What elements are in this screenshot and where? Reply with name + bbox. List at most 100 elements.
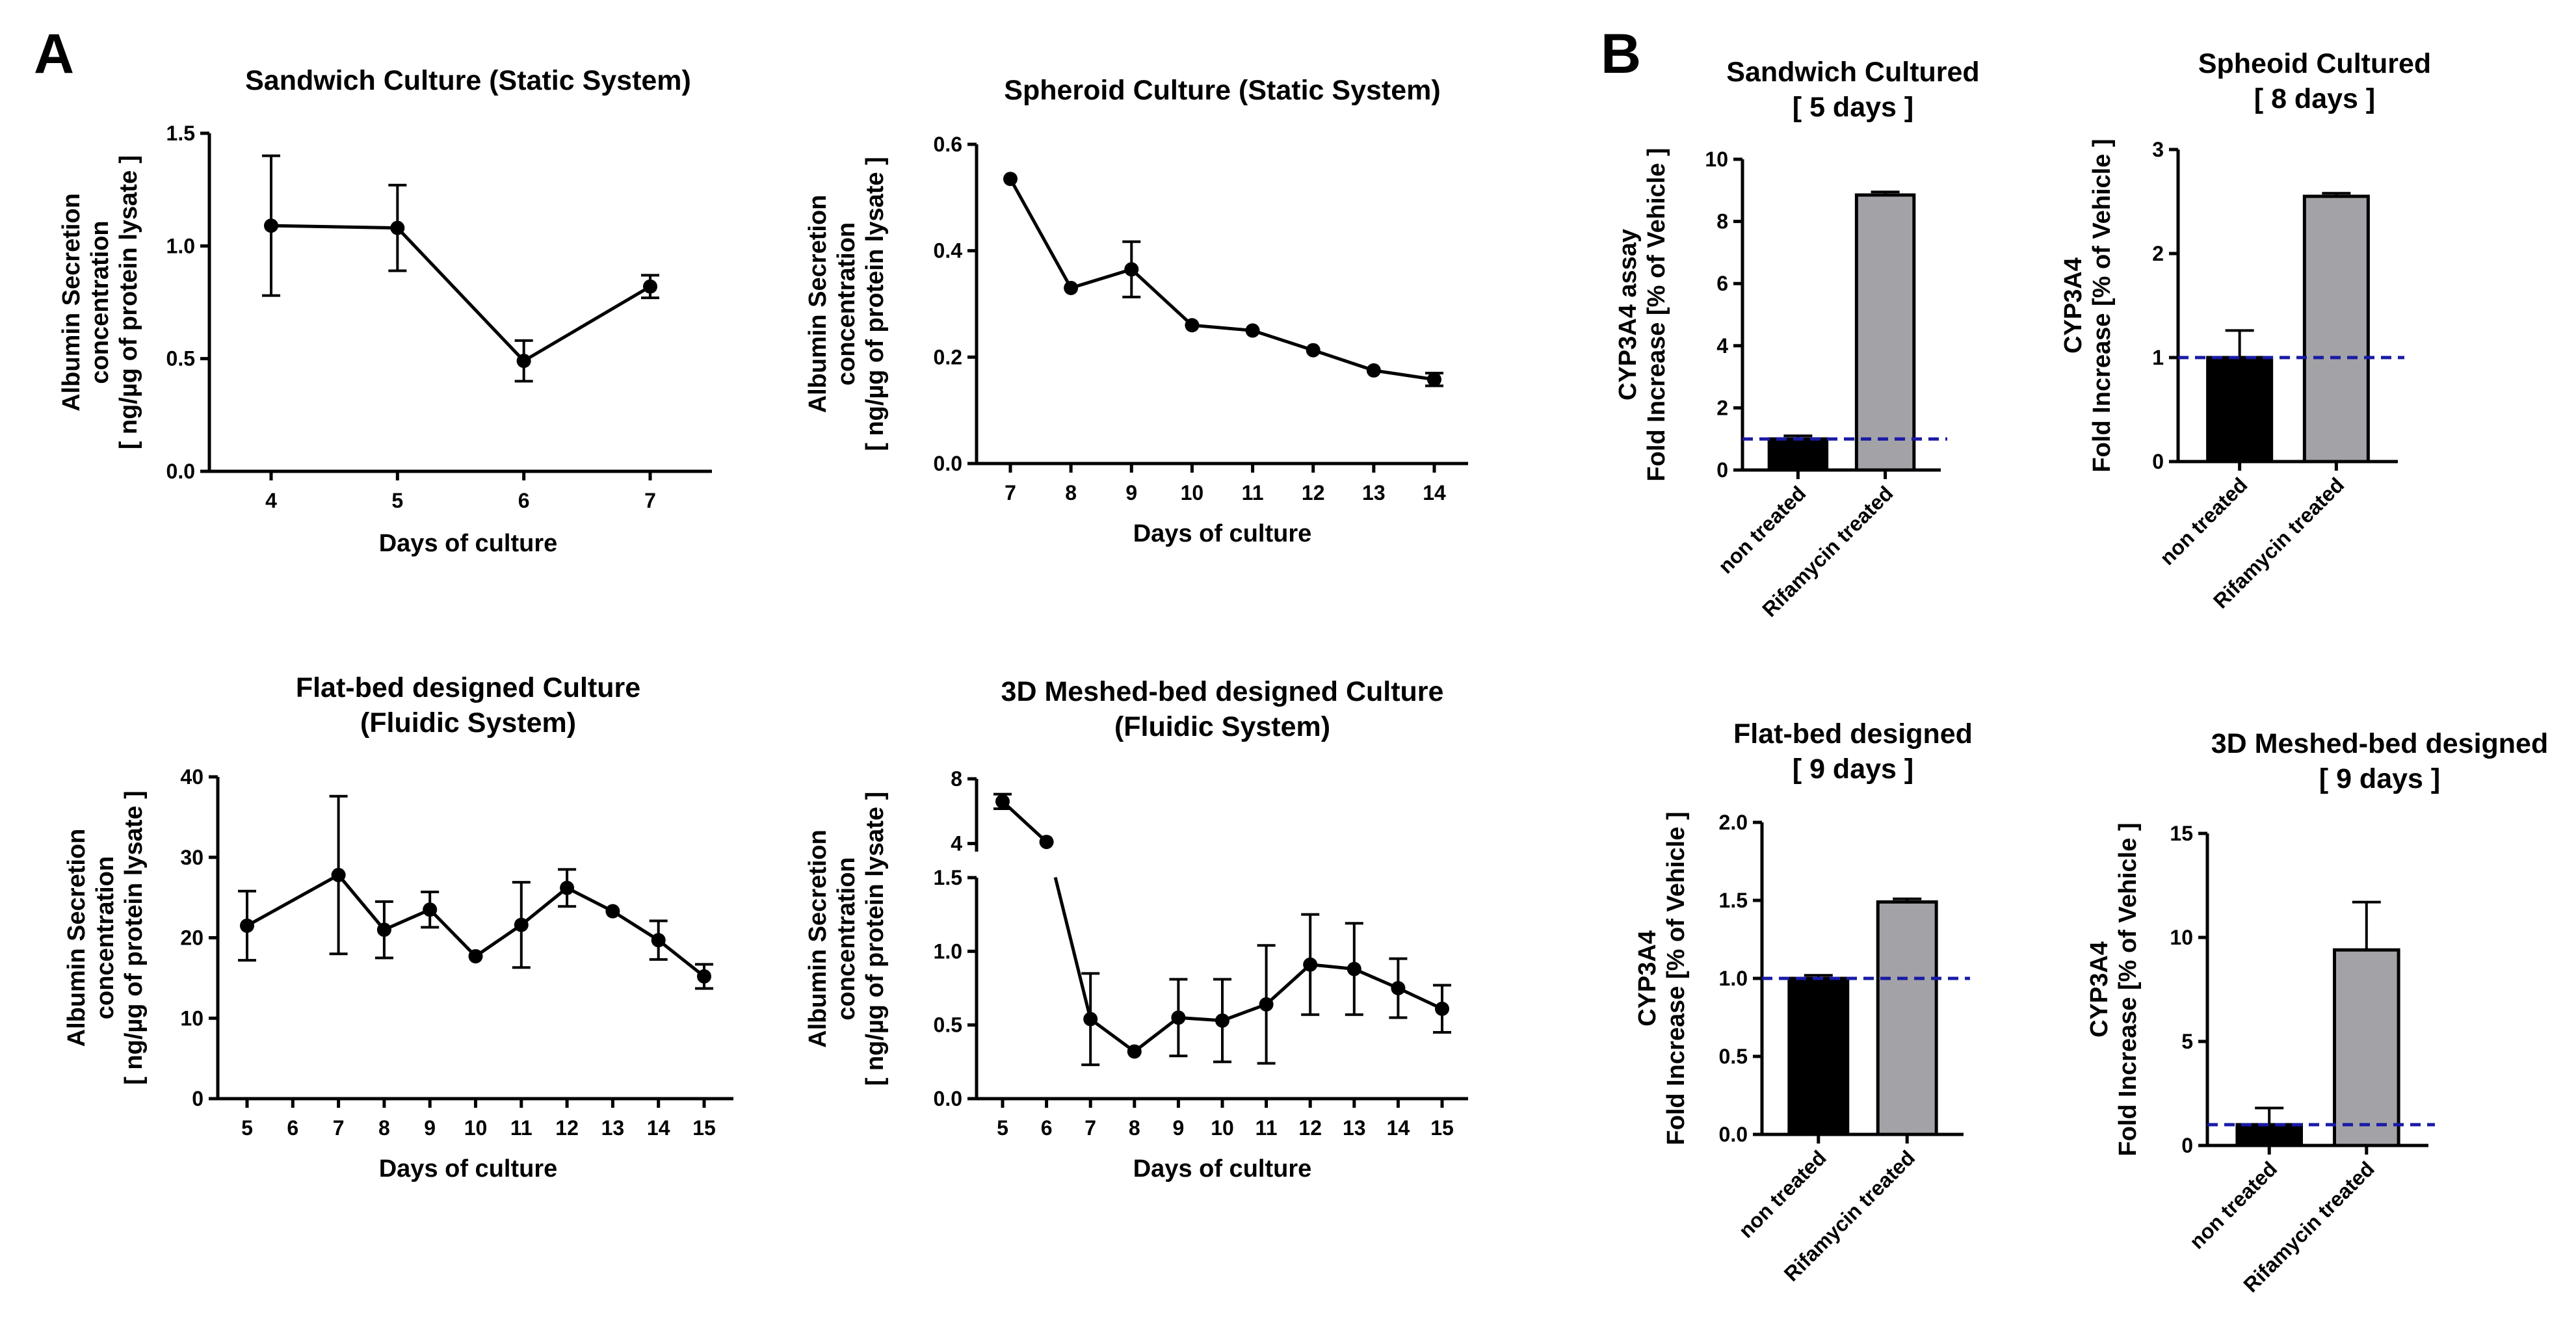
x-tick-label-a4: 5 <box>997 1116 1008 1140</box>
x-tick-label-b3: non treated <box>1734 1145 1831 1242</box>
bar-b1 <box>1854 193 1916 472</box>
y-tick-label-b2: 0 <box>2152 450 2164 473</box>
x-tick-label-a1: 7 <box>644 489 656 512</box>
data-point-a3 <box>651 933 666 948</box>
series-line-a4 <box>1089 1017 1136 1053</box>
y-tick-label-a3: 0 <box>192 1087 204 1110</box>
data-point-a3 <box>605 904 620 919</box>
data-point-a4 <box>1347 961 1361 976</box>
y-axis-label-a1: concentration <box>86 220 114 384</box>
y-axis-label-b4: CYP3A4 <box>2086 941 2113 1038</box>
x-tick-label-a2: 10 <box>1181 481 1204 504</box>
series-line-a4 <box>1353 967 1399 990</box>
data-point-a2 <box>1245 323 1260 338</box>
data-point-a2 <box>1427 372 1441 387</box>
x-tick-label-a2: 7 <box>1005 481 1016 504</box>
x-tick-label-a2: 12 <box>1302 481 1325 504</box>
y-tick-label-b1: 10 <box>1705 148 1728 171</box>
data-point-a3 <box>376 922 391 937</box>
x-tick-label-a3: 8 <box>378 1116 390 1140</box>
x-tick-label-a3: 5 <box>241 1116 253 1140</box>
y-axis-label-a4: Albumin Secretion <box>804 830 832 1048</box>
y-tick-label-b3: 0.5 <box>1719 1045 1748 1068</box>
data-point-a4 <box>995 794 1010 809</box>
y-tick-label-a1: 1.5 <box>166 122 195 145</box>
data-point-a1 <box>516 354 531 369</box>
y-axis-label-a3: concentration <box>92 856 119 1019</box>
x-tick-label-a3: 10 <box>464 1116 488 1140</box>
panel-label-a: A <box>34 23 74 85</box>
y-tick-label-a3: 30 <box>180 846 204 869</box>
series-line-a4 <box>1053 876 1092 1020</box>
series-line-a4 <box>1309 963 1355 971</box>
x-tick-label-a3: 11 <box>510 1116 532 1140</box>
x-tick-label-a4: 14 <box>1387 1116 1410 1140</box>
bar-b2 <box>2302 194 2370 464</box>
y-tick-label-a2: 0.0 <box>934 452 962 475</box>
x-tick-label-a4: 9 <box>1173 1116 1185 1140</box>
x-tick-label-a4: 7 <box>1084 1116 1096 1140</box>
y-axis-label-a3: [ ng/µg of protein lysate ] <box>120 791 148 1085</box>
data-point-a2 <box>1064 280 1079 295</box>
data-point-a4 <box>1171 1010 1186 1025</box>
y-tick-label-b3: 0.0 <box>1719 1123 1748 1146</box>
chart-title-b4: 3D Meshed-bed designed <box>2211 728 2548 759</box>
y-axis-label-b1: CYP3A4 assay <box>1614 229 1642 400</box>
chart-title-b2: Spheoid Cultured <box>2198 48 2431 79</box>
y-tick-label-b4: 5 <box>2181 1030 2193 1053</box>
x-tick-label-a3: 9 <box>424 1116 436 1140</box>
chart-title-a1: Sandwich Culture (Static System) <box>245 65 691 96</box>
x-tick-label-a3: 7 <box>333 1116 345 1140</box>
y-tick-label-b4: 10 <box>2170 926 2193 949</box>
charts-container: Sandwich Culture (Static System) Albumin … <box>58 48 2548 1297</box>
bar-b4 <box>2333 948 2400 1147</box>
data-point-a3 <box>468 948 483 963</box>
y-tick-label-b4: 15 <box>2170 822 2193 845</box>
data-point-a1 <box>264 218 278 233</box>
y-tick-label-b1: 0 <box>1716 458 1728 482</box>
y-axis-label-a1: [ ng/µg of protein lysate ] <box>115 155 142 450</box>
y-tick-label-a1: 0.0 <box>166 460 195 483</box>
data-point-a3 <box>240 918 254 933</box>
x-tick-label-a1: 5 <box>391 489 403 512</box>
x-axis-label-a3: Days of culture <box>379 1155 558 1183</box>
x-tick-label-a4: 13 <box>1343 1116 1366 1140</box>
bar-b3 <box>1787 976 1850 1136</box>
chart-title-a4: 3D Meshed-bed designed Culture <box>1001 676 1444 707</box>
y-axis-label-a2: Albumin Secretion <box>804 195 832 413</box>
series-line-a4 <box>1222 1002 1267 1023</box>
y-axis-label-b3: CYP3A4 <box>1634 930 1661 1027</box>
data-point-a4 <box>1435 1001 1449 1016</box>
y-tick-label-a4: 4 <box>951 832 962 856</box>
data-point-a1 <box>390 220 405 235</box>
x-tick-label-a2: 14 <box>1423 481 1446 504</box>
data-point-a4 <box>1083 1012 1098 1027</box>
x-tick-label-a2: 8 <box>1065 481 1077 504</box>
x-tick-label-b1: non treated <box>1714 481 1811 578</box>
y-tick-label-a2: 0.2 <box>934 345 962 369</box>
data-point-a4 <box>1039 835 1054 850</box>
x-tick-label-a3: 13 <box>601 1116 625 1140</box>
y-tick-label-b2: 1 <box>2152 346 2164 369</box>
data-point-a4 <box>1259 997 1274 1012</box>
y-axis-label-a3: Albumin Secretion <box>63 829 90 1047</box>
data-point-a2 <box>1306 343 1321 358</box>
data-point-a3 <box>331 867 346 882</box>
y-tick-label-a3: 40 <box>180 765 204 789</box>
data-point-a3 <box>697 969 711 984</box>
data-point-a4 <box>1215 1013 1229 1028</box>
x-tick-label-a2: 9 <box>1125 481 1137 504</box>
x-tick-label-a4: 8 <box>1129 1116 1140 1140</box>
y-tick-label-a4: 8 <box>951 767 962 791</box>
series-line-a4 <box>1265 963 1311 1006</box>
x-tick-label-a1: 6 <box>518 489 530 512</box>
chart-title-b3: Flat-bed designed <box>1733 718 1973 750</box>
chart-title-a3: (Fluidic System) <box>360 707 576 739</box>
y-tick-label-b3: 1.0 <box>1719 967 1748 990</box>
data-point-a3 <box>423 902 438 917</box>
data-point-a3 <box>560 880 575 895</box>
y-tick-label-b4: 0 <box>2181 1134 2193 1157</box>
x-tick-label-a2: 11 <box>1242 481 1264 504</box>
bar-b2 <box>2206 356 2274 464</box>
